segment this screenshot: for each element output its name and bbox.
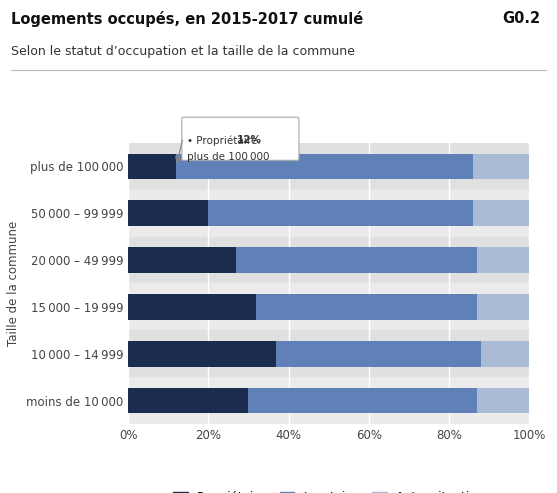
Bar: [128, 294, 256, 320]
Bar: [477, 294, 529, 320]
Text: Selon le statut d’occupation et la taille de la commune: Selon le statut d’occupation et la taill…: [11, 45, 355, 58]
Text: G0.2: G0.2: [502, 11, 540, 26]
FancyBboxPatch shape: [182, 117, 299, 160]
Bar: [128, 153, 176, 179]
Bar: [276, 341, 481, 367]
Bar: [208, 200, 473, 226]
Bar: [128, 283, 529, 330]
Bar: [248, 387, 477, 414]
Bar: [256, 294, 477, 320]
Bar: [128, 341, 276, 367]
Bar: [236, 247, 477, 273]
Bar: [477, 387, 529, 414]
Bar: [473, 200, 529, 226]
Text: plus de 100 000: plus de 100 000: [188, 152, 270, 162]
Bar: [128, 143, 529, 190]
Bar: [477, 247, 529, 273]
Bar: [128, 190, 529, 237]
Bar: [128, 247, 236, 273]
Text: • Propriétaire:: • Propriétaire:: [188, 136, 265, 146]
Bar: [128, 200, 208, 226]
Bar: [128, 377, 529, 424]
Bar: [128, 237, 529, 283]
Bar: [128, 387, 248, 414]
Legend: Propriétaire, Locataire, Autre situation: Propriétaire, Locataire, Autre situation: [169, 486, 488, 493]
Text: Logements occupés, en 2015-2017 cumulé: Logements occupés, en 2015-2017 cumulé: [11, 11, 363, 27]
Text: 12%: 12%: [236, 136, 261, 145]
Bar: [473, 153, 529, 179]
Bar: [176, 153, 473, 179]
Y-axis label: Taille de la commune: Taille de la commune: [7, 221, 21, 346]
Bar: [128, 330, 529, 377]
Bar: [481, 341, 529, 367]
